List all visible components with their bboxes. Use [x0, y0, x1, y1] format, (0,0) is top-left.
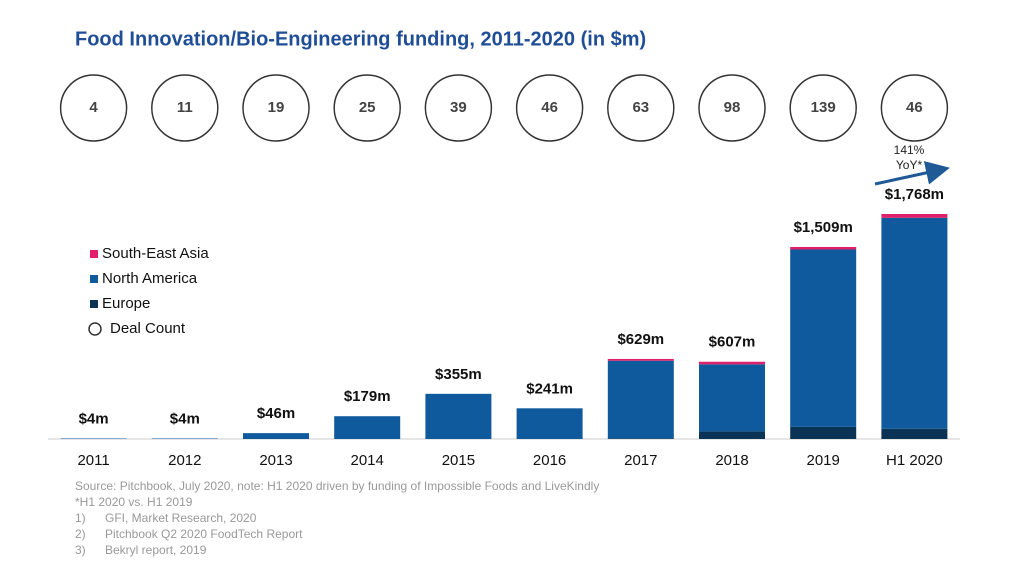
- bar-segment: [60, 438, 127, 439]
- total-label: $629m: [617, 331, 664, 348]
- bar-segment: [151, 438, 218, 439]
- chart-title: Food Innovation/Bio-Engineering funding,…: [75, 28, 646, 50]
- bar-segment: [607, 360, 674, 439]
- total-label: $241m: [526, 380, 573, 397]
- reference-text: Bekryl report, 2019: [105, 543, 207, 557]
- deal-count-label: 39: [450, 99, 467, 116]
- bar-segment: [607, 438, 674, 439]
- legend-swatch: [88, 322, 102, 336]
- deal-count-circle: [515, 74, 584, 142]
- x-tick-label: 2011: [77, 452, 109, 469]
- deal-count-circle: [151, 74, 219, 142]
- annotation: 141%: [894, 143, 925, 157]
- deal-count-circle: [424, 74, 493, 142]
- total-label: $607m: [709, 334, 756, 351]
- reference-number: 2): [75, 527, 86, 541]
- total-label: $1,768m: [885, 186, 944, 203]
- deal-count-circle: [698, 74, 766, 142]
- bar-segment: [881, 214, 948, 218]
- deal-count-label: 19: [268, 99, 285, 116]
- total-label: $355m: [435, 366, 482, 383]
- deal-count-label: 25: [359, 99, 376, 116]
- bar-segment: [699, 361, 765, 365]
- bar-segment: [699, 431, 765, 439]
- deal-count-label: 11: [177, 99, 193, 116]
- deal-count-circle: [789, 74, 857, 142]
- total-label: $4m: [170, 410, 200, 427]
- x-tick-label: 2013: [259, 452, 292, 469]
- deal-count-label: 98: [724, 99, 741, 116]
- total-label: $179m: [344, 388, 391, 405]
- deal-count-label: 4: [89, 99, 98, 116]
- reference-number: 1): [75, 511, 86, 525]
- reference-text: GFI, Market Research, 2020: [105, 511, 257, 525]
- legend-swatch: [90, 275, 98, 283]
- deal-count-label: 139: [811, 99, 836, 116]
- legend-swatch: [90, 300, 98, 308]
- deal-count-circle: [607, 74, 675, 142]
- bar-segment: [881, 217, 948, 429]
- reference-number: 3): [75, 543, 86, 557]
- bar-segment: [881, 428, 948, 439]
- x-tick-label: 2015: [442, 452, 475, 469]
- growth-arrow: [874, 161, 950, 186]
- x-tick-label: 2019: [807, 452, 840, 469]
- x-tick-label: 2017: [624, 452, 657, 469]
- x-tick-label: 2016: [533, 452, 566, 469]
- legend-swatch: [90, 250, 98, 258]
- legend-label: North America: [102, 270, 198, 287]
- deal-count-circle: [242, 74, 310, 142]
- legend-label: South-East Asia: [102, 245, 209, 262]
- bar-segment: [334, 416, 401, 439]
- total-label: $4m: [79, 410, 109, 427]
- bar-segment: [243, 433, 309, 439]
- source: Source: Pitchbook, July 2020, note: H1 2…: [75, 479, 599, 493]
- deal-count-label: 63: [632, 99, 649, 116]
- bar-segment: [790, 426, 857, 439]
- x-tick-label: 2014: [351, 452, 384, 469]
- deal-count-label: 46: [906, 99, 923, 116]
- bar-segment: [699, 364, 765, 432]
- legend-label: Europe: [102, 295, 150, 312]
- bar-segment: [790, 249, 857, 427]
- footnote: *H1 2020 vs. H1 2019: [75, 495, 193, 509]
- bar-segment: [516, 408, 583, 439]
- deal-count-label: 46: [541, 99, 558, 116]
- bar-segment: [607, 358, 674, 361]
- deal-count-circle: [59, 74, 128, 142]
- total-label: $1,509m: [794, 219, 853, 236]
- deal-count-circle: [880, 74, 949, 142]
- total-label: $46m: [257, 405, 295, 422]
- x-tick-label: 2012: [168, 452, 201, 469]
- bar-segment: [790, 246, 857, 250]
- reference-text: Pitchbook Q2 2020 FoodTech Report: [105, 527, 303, 541]
- bar-segment: [425, 393, 492, 439]
- deal-count-circle: [333, 74, 401, 142]
- x-tick-label: H1 2020: [886, 452, 943, 469]
- annotation: YoY*: [896, 158, 923, 172]
- legend-label: Deal Count: [110, 320, 186, 337]
- x-tick-label: 2018: [715, 452, 748, 469]
